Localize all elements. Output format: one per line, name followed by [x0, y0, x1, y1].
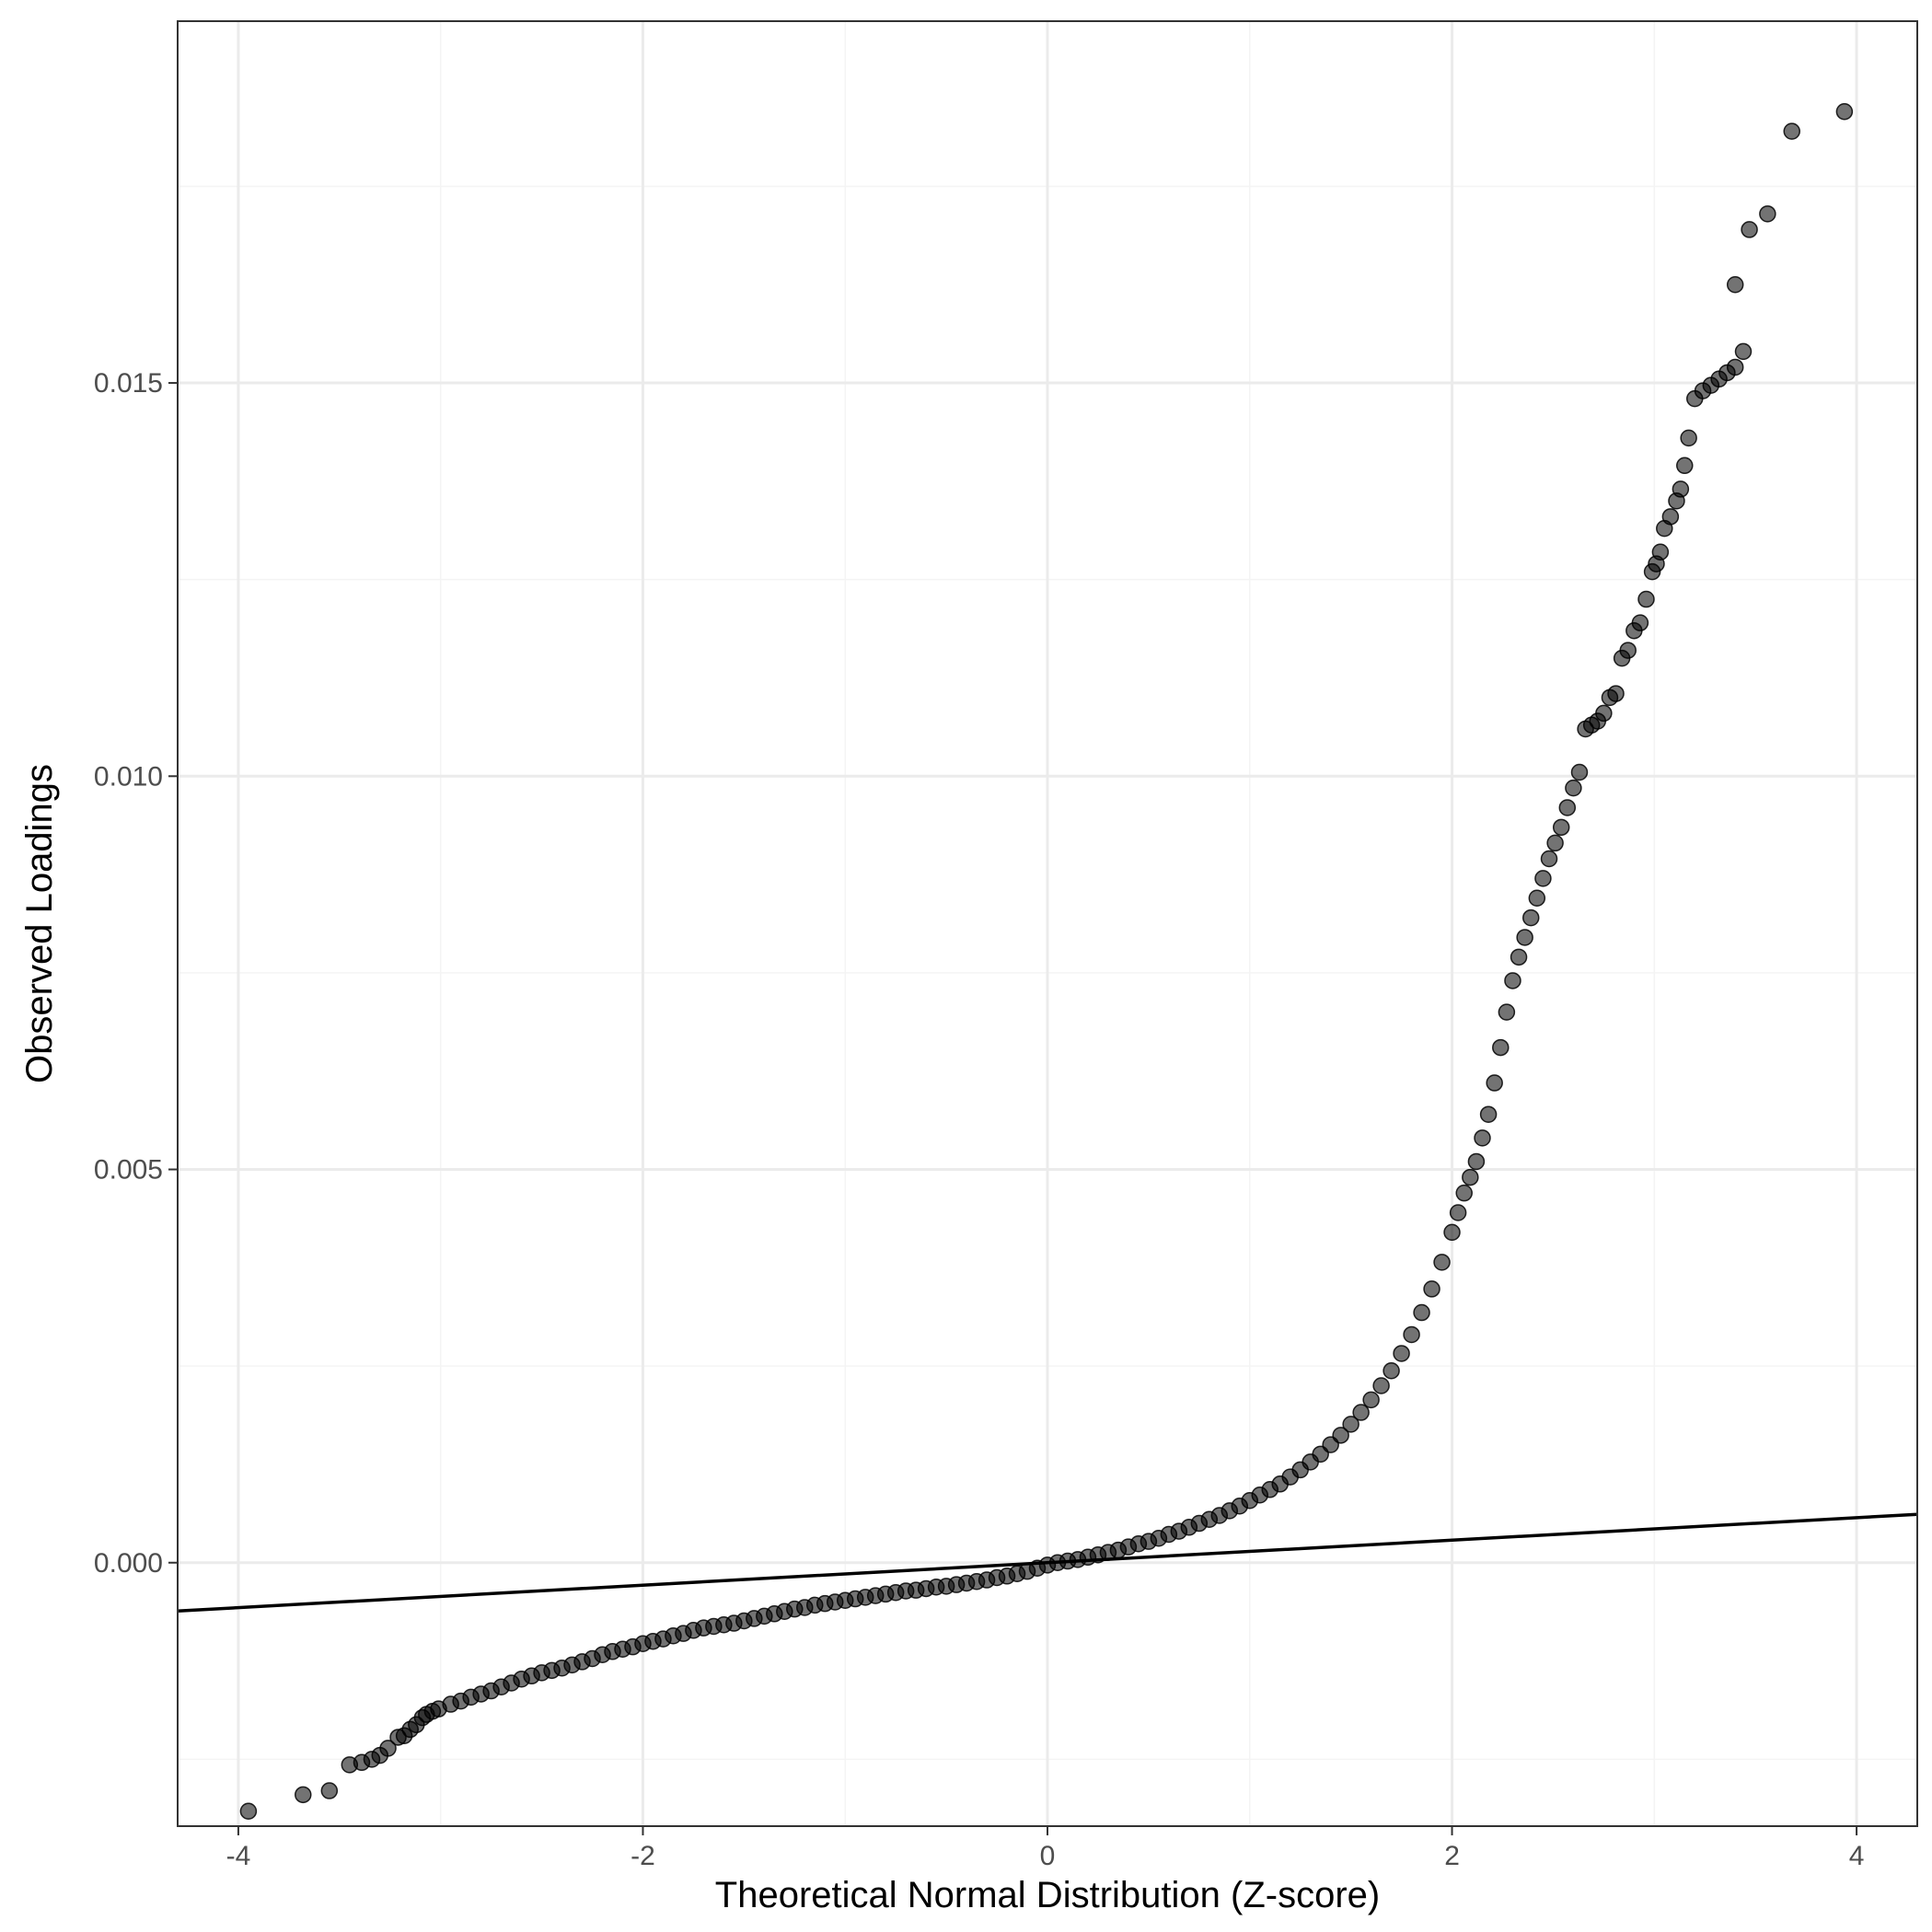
data-point [1486, 1074, 1503, 1092]
data-point [1540, 850, 1558, 868]
data-point [1534, 870, 1552, 887]
data-point [1467, 1152, 1486, 1171]
y-tick-label: 0.000 [94, 1548, 163, 1579]
data-point [1504, 972, 1521, 989]
data-point [1516, 929, 1533, 946]
data-point [1332, 1427, 1349, 1444]
data-point [1479, 1105, 1498, 1123]
data-point [1342, 1416, 1359, 1433]
data-point [1595, 704, 1613, 723]
data-point [1393, 1345, 1410, 1362]
data-point [1352, 1404, 1370, 1421]
x-axis-ticks: -4 -2 0 2 4 [226, 1826, 1865, 1871]
y-axis-ticks: 0.000 0.005 0.010 0.015 [94, 368, 178, 1579]
data-point [1607, 685, 1625, 702]
data-point [1528, 889, 1546, 907]
data-point [1413, 1303, 1430, 1322]
x-tick-label: 2 [1444, 1841, 1460, 1871]
major-gridlines [178, 21, 1917, 1826]
data-point [1835, 103, 1854, 121]
data-point [1619, 642, 1637, 659]
data-point [1680, 429, 1697, 447]
y-tick-label: 0.005 [94, 1155, 163, 1186]
data-point [1449, 1204, 1467, 1221]
y-tick-label: 0.010 [94, 761, 163, 792]
data-points [239, 103, 1854, 1821]
data-point [1510, 948, 1528, 966]
data-point [1676, 457, 1694, 475]
data-point [1362, 1391, 1380, 1409]
data-point [1433, 1254, 1451, 1271]
x-tick-label: -2 [631, 1841, 655, 1871]
data-point [1382, 1362, 1400, 1380]
x-axis-title: Theoretical Normal Distribution (Z-score… [715, 1875, 1380, 1915]
y-axis-title: Observed Loadings [19, 764, 60, 1083]
data-point [1741, 221, 1758, 238]
data-point [1423, 1280, 1440, 1298]
data-point [1521, 908, 1540, 927]
data-point [1651, 543, 1670, 561]
data-point [1726, 275, 1744, 294]
data-point [239, 1802, 258, 1821]
data-point [1443, 1223, 1461, 1242]
data-point [1462, 1168, 1479, 1186]
data-point [1492, 1038, 1510, 1057]
data-point [1661, 508, 1680, 526]
data-point [1558, 799, 1577, 816]
data-point [1726, 358, 1744, 376]
data-point [1570, 763, 1589, 781]
data-point [1403, 1325, 1420, 1344]
data-point [1734, 342, 1753, 361]
x-tick-label: 0 [1040, 1841, 1056, 1871]
data-point [320, 1782, 339, 1799]
data-point [1546, 834, 1564, 852]
data-point [1565, 779, 1582, 797]
data-point [1498, 1003, 1516, 1021]
x-tick-label: -4 [226, 1841, 251, 1871]
data-point [1783, 122, 1800, 140]
data-point [1552, 818, 1570, 837]
data-point [295, 1786, 312, 1804]
data-point [1455, 1184, 1473, 1202]
data-point [1631, 614, 1649, 631]
data-point [1474, 1129, 1491, 1147]
data-point [379, 1740, 397, 1757]
x-tick-label: 4 [1849, 1841, 1865, 1871]
data-point [1372, 1377, 1390, 1394]
data-point [1672, 480, 1690, 498]
y-tick-label: 0.015 [94, 368, 163, 399]
data-point [1759, 205, 1776, 223]
data-point [1637, 590, 1655, 608]
